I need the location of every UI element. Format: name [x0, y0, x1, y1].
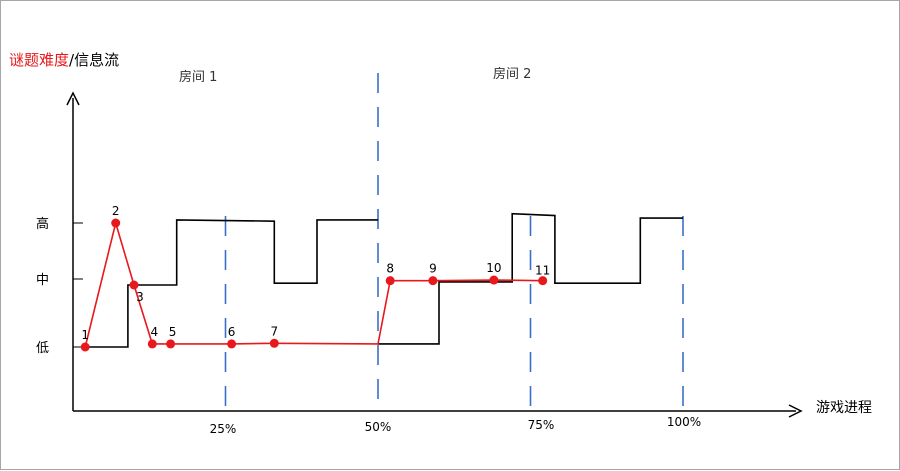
x-tick-25: 25% — [210, 422, 237, 436]
puzzle-point-9 — [428, 276, 438, 286]
puzzle-point-10 — [489, 275, 499, 285]
y-label-high: 高 — [36, 216, 49, 232]
x-axis-title: 游戏进程 — [816, 400, 872, 416]
info-step-line-2 — [378, 212, 683, 345]
puzzle-point-label-7: 7 — [270, 324, 278, 338]
puzzle-point-label-1: 1 — [81, 328, 89, 342]
info-step-line-1 — [85, 219, 378, 348]
room-2-label: 房间 2 — [493, 66, 531, 82]
puzzle-point-5 — [166, 339, 176, 349]
puzzle-point-label-4: 4 — [150, 325, 158, 339]
puzzle-point-3 — [129, 280, 139, 290]
puzzle-point-label-9: 9 — [429, 262, 437, 276]
puzzle-point-11 — [538, 276, 548, 286]
puzzle-point-label-10: 10 — [486, 261, 501, 275]
puzzle-points: 1 2 3 4 5 6 7 8 9 10 11 — [80, 204, 550, 352]
x-ticks: 25% 50% 75% 100% — [210, 415, 701, 436]
x-axis-arrow-icon — [788, 404, 803, 418]
puzzle-point-8 — [385, 276, 395, 286]
x-tick-100: 100% — [667, 415, 701, 429]
puzzle-point-1 — [80, 342, 90, 352]
puzzle-point-2 — [111, 218, 121, 228]
y-axis-arrow-icon — [66, 91, 80, 106]
y-label-low: 低 — [36, 341, 49, 356]
y-axis-title: 谜题难度/信息流 — [9, 51, 119, 69]
x-tick-50: 50% — [365, 420, 392, 434]
progress-dividers — [224, 73, 684, 411]
puzzle-point-7 — [269, 338, 279, 348]
puzzle-difficulty-line — [84, 219, 543, 348]
puzzle-point-label-8: 8 — [386, 262, 394, 276]
y-axis-title-info: /信息流 — [69, 51, 119, 69]
room-1-label: 房间 1 — [179, 69, 217, 85]
puzzle-point-label-5: 5 — [169, 325, 177, 339]
x-tick-75: 75% — [528, 418, 555, 432]
puzzle-point-4 — [147, 339, 157, 349]
axes — [66, 91, 803, 418]
info-flow-lines — [85, 212, 683, 348]
puzzle-point-6 — [227, 339, 237, 349]
puzzle-point-label-3: 3 — [136, 290, 144, 304]
puzzle-point-label-6: 6 — [228, 325, 236, 339]
puzzle-point-label-2: 2 — [112, 204, 120, 218]
y-axis-title-puzzle: 谜题难度 — [9, 51, 69, 69]
y-levels: 低 中 高 — [36, 216, 83, 356]
puzzle-point-label-11: 11 — [535, 264, 550, 278]
y-label-mid: 中 — [36, 273, 49, 288]
puzzle-line — [84, 219, 543, 348]
